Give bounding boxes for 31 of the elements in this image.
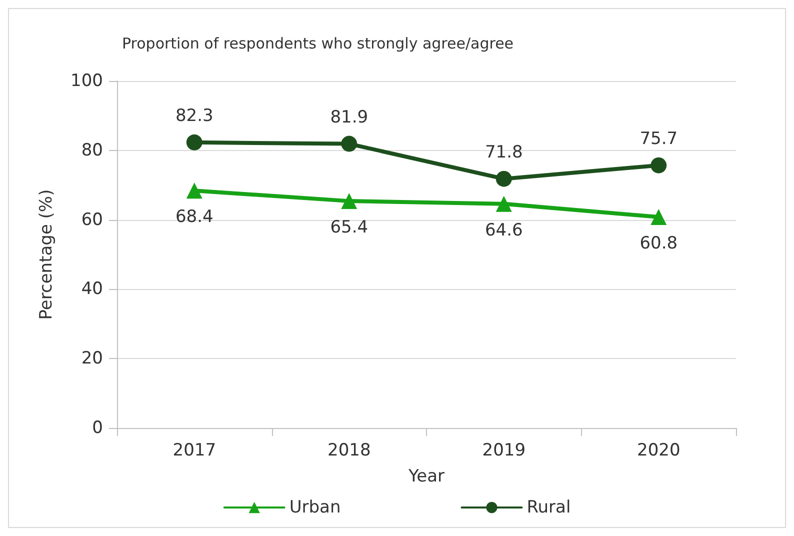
data-label: 75.7 [640, 128, 678, 149]
y-tick-label: 0 [92, 418, 103, 438]
point [341, 193, 358, 210]
y-tick-label: 40 [81, 279, 103, 300]
x-tick-label: 2018 [327, 440, 371, 460]
data-label: 71.8 [484, 142, 523, 162]
x-tick-label: 2020 [636, 440, 680, 460]
data-label: 81.9 [330, 107, 368, 128]
point [496, 196, 512, 212]
point [186, 182, 202, 199]
point [650, 157, 667, 174]
legend-label: Rural [526, 498, 571, 518]
point [650, 209, 667, 226]
x-tick-label: 2017 [172, 440, 216, 460]
point [186, 134, 202, 150]
point [341, 136, 358, 152]
y-tick-label: 100 [70, 71, 103, 91]
y-tick-label: 20 [81, 348, 103, 369]
x-axis-title: Year [408, 466, 445, 486]
data-label: 60.8 [640, 234, 678, 254]
x-tick-label: 2019 [482, 440, 526, 460]
data-label: 82.3 [175, 106, 214, 126]
data-label: 68.4 [175, 207, 214, 228]
y-axis-title: Percentage (%) [36, 189, 56, 320]
point [496, 170, 512, 187]
y-tick-label: 60 [81, 210, 103, 230]
legend-label: Urban [289, 498, 341, 518]
y-tick-label: 80 [81, 140, 103, 160]
chart-title: Proportion of respondents who strongly agree/agree [122, 34, 514, 52]
data-label: 65.4 [330, 218, 368, 238]
data-label: 64.6 [484, 220, 523, 240]
